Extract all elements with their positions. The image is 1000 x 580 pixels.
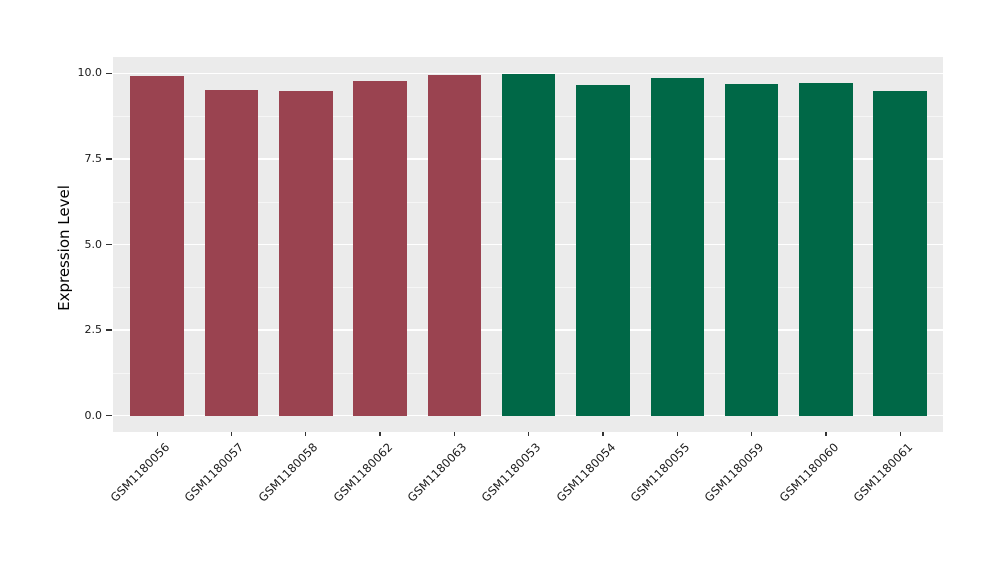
x-tick-label-GSM1180063: GSM1180063: [404, 440, 470, 505]
bar-GSM1180062: [353, 81, 407, 416]
bar-GSM1180058: [279, 91, 333, 416]
y-tick-mark: [106, 415, 112, 417]
y-tick-mark: [106, 329, 112, 331]
x-tick-label-GSM1180061: GSM1180061: [850, 440, 916, 505]
x-tick-mark: [453, 432, 456, 436]
x-tick-label-GSM1180059: GSM1180059: [701, 440, 767, 505]
x-tick-label-GSM1180054: GSM1180054: [553, 440, 618, 505]
bar-GSM1180061: [873, 90, 927, 416]
x-tick-mark: [305, 432, 307, 436]
x-tick-mark: [379, 432, 381, 436]
x-tick-mark: [230, 432, 233, 436]
x-tick-mark: [750, 432, 753, 436]
bar-GSM1180063: [427, 75, 482, 416]
x-tick-label-GSM1180053: GSM1180053: [479, 440, 544, 505]
bar-GSM1180059: [724, 83, 779, 416]
x-tick-mark: [899, 432, 901, 436]
x-tick-mark: [825, 432, 827, 436]
bar-GSM1180054: [576, 85, 630, 416]
x-tick-label-GSM1180058: GSM1180058: [256, 440, 321, 505]
y-tick-label-7.5: 7.5: [84, 151, 103, 165]
bar-GSM1180057: [204, 90, 259, 416]
y-tick-label-2.5: 2.5: [84, 323, 103, 337]
gridline-major: [113, 72, 943, 75]
x-tick-mark: [602, 432, 604, 436]
x-tick-label-GSM1180057: GSM1180057: [181, 440, 247, 505]
bar-GSM1180055: [650, 78, 705, 416]
y-tick-mark: [106, 158, 112, 160]
x-tick-label-GSM1180062: GSM1180062: [330, 440, 396, 505]
gridline-major: [113, 414, 943, 417]
x-tick-label-GSM1180056: GSM1180056: [107, 440, 173, 505]
plot-panel: [113, 57, 943, 432]
y-tick-label-10.0: 10.0: [77, 66, 103, 80]
y-tick-mark: [106, 72, 112, 74]
x-tick-mark: [676, 432, 678, 436]
y-tick-mark: [106, 243, 112, 246]
y-tick-label-0.0: 0.0: [84, 408, 103, 422]
x-tick-label-GSM1180060: GSM1180060: [776, 440, 841, 505]
bar-GSM1180056: [130, 75, 184, 416]
x-tick-label-GSM1180055: GSM1180055: [627, 440, 693, 505]
x-tick-mark: [528, 432, 530, 436]
bar-GSM1180053: [501, 73, 556, 416]
x-tick-mark: [156, 432, 158, 436]
bar-GSM1180060: [799, 82, 853, 416]
y-tick-label-5.0: 5.0: [84, 237, 103, 251]
